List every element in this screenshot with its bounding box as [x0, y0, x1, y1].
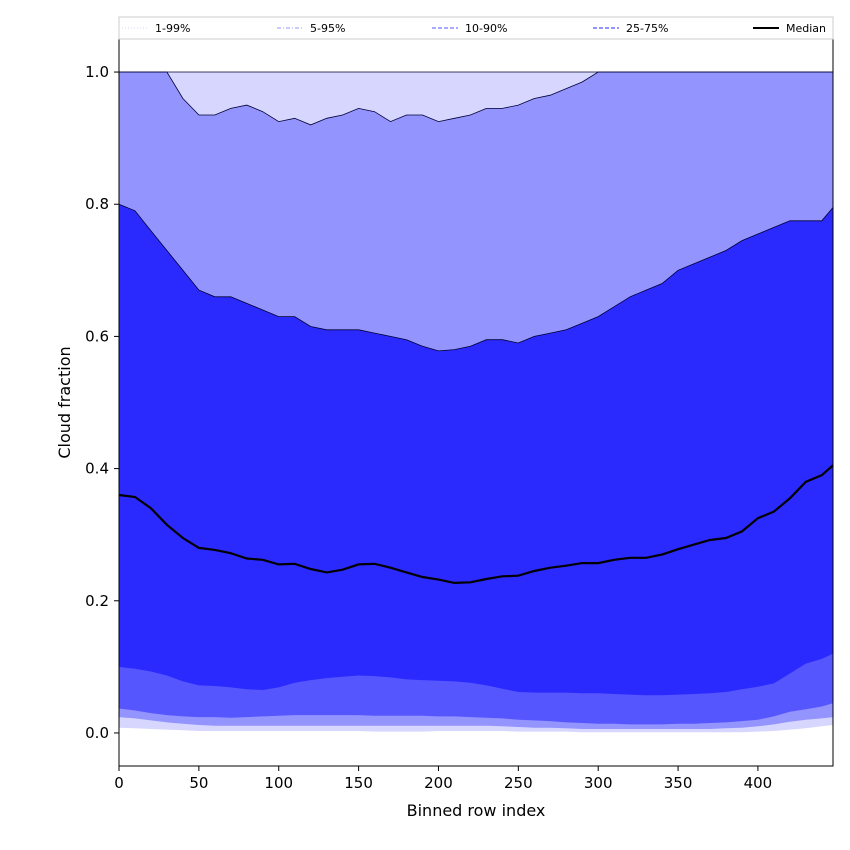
x-axis-ticks: 0 50 100 150 200 250 300 350 400 [114, 766, 772, 792]
x-tick-label: 100 [264, 774, 293, 792]
legend-label: 1-99% [155, 22, 190, 35]
x-tick-label: 150 [344, 774, 373, 792]
x-tick-label: 350 [664, 774, 693, 792]
y-tick-label: 0.6 [85, 327, 109, 345]
x-tick-label: 300 [584, 774, 613, 792]
x-tick-label: 200 [424, 774, 453, 792]
band-upper-line-5-95% [119, 71, 833, 126]
y-axis-label: Cloud fraction [55, 346, 74, 458]
y-tick-label: 0.4 [85, 460, 109, 478]
y-tick-label: 1.0 [85, 63, 109, 81]
x-tick-label: 400 [744, 774, 773, 792]
legend-label: 25-75% [626, 22, 668, 35]
legend-label: Median [786, 22, 826, 35]
y-tick-label: 0.8 [85, 195, 109, 213]
x-axis-label: Binned row index [407, 801, 546, 820]
series-line-median [118, 464, 834, 585]
y-tick-label: 0.2 [85, 592, 109, 610]
legend: 1-99% 5-95% 10-90% 25-75% Median [118, 16, 834, 40]
percentile-bands [119, 72, 833, 733]
y-tick-label: 0.0 [85, 724, 109, 742]
legend-label: 10-90% [465, 22, 507, 35]
legend-box [118, 16, 834, 40]
legend-label: 5-95% [310, 22, 345, 35]
x-tick-label: 50 [189, 774, 208, 792]
band-25-75% [119, 204, 833, 696]
series-lines [118, 71, 834, 585]
band-upper-line-10-90% [118, 203, 834, 352]
x-tick-label: 0 [114, 774, 124, 792]
x-tick-label: 250 [504, 774, 533, 792]
y-axis-ticks: 0.0 0.2 0.4 0.6 0.8 1.0 [85, 63, 119, 742]
